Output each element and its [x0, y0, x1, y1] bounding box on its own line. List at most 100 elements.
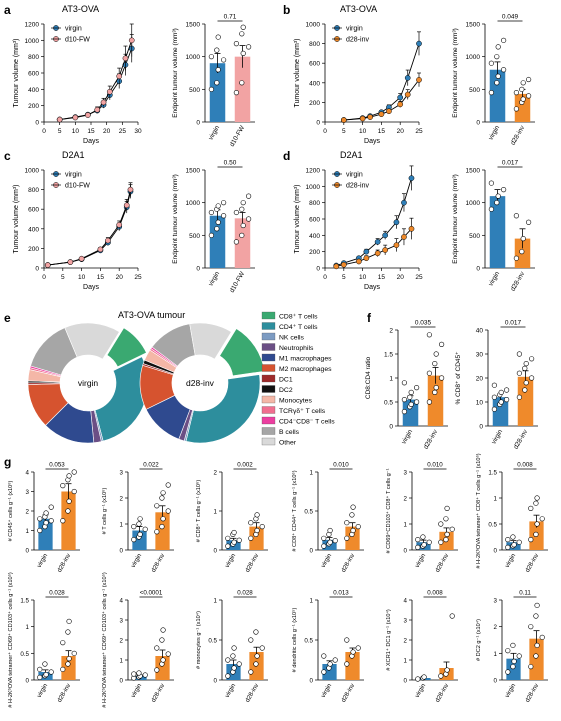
bar-chart-g10: 0 0.5 1 virgin d28-inv 0.013 # dendritic cells… [291, 590, 364, 704]
data-point [159, 637, 165, 643]
data-point [37, 527, 43, 534]
data-point [378, 111, 385, 118]
x-tick-label: d28-inv [340, 682, 357, 704]
data-point [259, 645, 265, 651]
legend-label: Other [279, 440, 297, 447]
y-axis-label: Tumour volume (mm³) [294, 39, 301, 108]
bar [514, 93, 531, 122]
data-point [131, 536, 137, 543]
data-point [66, 618, 72, 624]
data-point [142, 672, 148, 678]
p-value-label: 0.008 [517, 462, 533, 469]
y-tick-label: 1200 [25, 22, 40, 29]
y-axis-label: Endpoint tumour volume (mm³) [452, 174, 459, 264]
y-tick-label: 0 [214, 678, 218, 685]
pie-slice [94, 356, 149, 442]
data-point [523, 361, 529, 367]
data-point [100, 99, 107, 106]
data-point [160, 516, 166, 522]
data-point [221, 200, 227, 206]
data-point [520, 96, 526, 102]
data-point [233, 239, 239, 245]
y-axis-label: Tumour volume (mm³) [294, 185, 301, 254]
y-tick-label: 1.5 [488, 470, 497, 477]
data-point [498, 399, 504, 405]
y-tick-label: 600 [309, 61, 320, 68]
legend-label: NK cells [279, 335, 305, 342]
bar [322, 664, 337, 680]
data-point [374, 250, 381, 257]
data-point [56, 116, 63, 123]
legend-label: virgin [65, 172, 82, 179]
data-point [85, 112, 91, 118]
data-point [516, 539, 522, 545]
panel-letter-e: e [4, 311, 11, 325]
data-point [327, 539, 333, 545]
y-tick-label: 0 [316, 266, 320, 273]
data-point [236, 661, 242, 667]
y-tick-label: 1 [389, 376, 393, 383]
y-tick-label: 1500 [466, 22, 481, 29]
data-point [231, 665, 237, 671]
legend-swatch [261, 437, 276, 446]
y-tick-label: 1000 [25, 38, 40, 45]
legend-swatch [261, 343, 276, 351]
y-tick-label: 200 [28, 246, 39, 253]
y-tick-label: 0.5 [304, 509, 313, 516]
data-point [48, 669, 54, 675]
pie-slice [106, 327, 147, 368]
y-tick-label: 800 [309, 41, 320, 48]
data-point [239, 31, 245, 37]
legend-label: B cells [279, 429, 300, 436]
p-value-label: 0.028 [237, 590, 253, 597]
p-value-label: 0.022 [143, 462, 159, 469]
p-value-label: 0.50 [224, 160, 237, 167]
data-point [513, 255, 519, 261]
data-point [72, 114, 79, 121]
series-line [336, 178, 412, 266]
donut-center-label: d28-inv [186, 378, 215, 388]
x-tick-label: 20 [397, 274, 405, 281]
data-point [137, 531, 143, 538]
data-point [128, 37, 135, 44]
data-point [344, 520, 350, 526]
x-tick-label: d28-inv [150, 682, 167, 704]
y-tick-label: 0 [26, 548, 30, 555]
y-tick-label: 600 [309, 217, 320, 224]
data-point [488, 60, 494, 66]
data-point [397, 101, 404, 108]
x-tick-label: virgin [36, 552, 50, 569]
data-point [438, 521, 444, 527]
bar [155, 512, 170, 550]
legend-swatch [261, 385, 276, 393]
legend-label: CD4⁺ T cells [279, 324, 318, 331]
data-point [510, 534, 516, 540]
data-point [516, 351, 522, 357]
legend-label: CD4⁻CD8⁻ T cells [279, 419, 335, 426]
y-tick-label: 400 [28, 87, 39, 94]
legend-label: d10-FW [65, 37, 90, 44]
data-point [401, 380, 407, 386]
data-point [43, 510, 49, 516]
data-point [42, 661, 48, 667]
data-point [520, 80, 526, 86]
bar [489, 196, 506, 268]
data-point [254, 527, 260, 534]
data-point [513, 213, 519, 219]
data-point [127, 186, 134, 193]
data-point [154, 503, 160, 509]
x-tick-label: d28-inv [434, 682, 451, 704]
y-tick-label: 200 [309, 100, 320, 107]
data-point [414, 399, 420, 405]
y-tick-label: 800 [309, 200, 320, 207]
y-tick-label: 600 [28, 207, 39, 214]
x-tick-label: virgin [130, 682, 144, 699]
x-tick-label: d10-FW [229, 270, 247, 294]
data-point [122, 55, 129, 62]
data-point [534, 602, 540, 608]
pie-legend: CD8⁺ T cells CD4⁺ T cells NK cells Neutroph… [261, 311, 335, 447]
data-point [501, 67, 507, 73]
y-axis-label: # CD8⁺ CD44⁺ T cells g⁻¹ (x10⁶) [291, 470, 298, 551]
x-axis-label: Days [364, 138, 380, 145]
y-tick-label: 1.5 [384, 352, 393, 359]
